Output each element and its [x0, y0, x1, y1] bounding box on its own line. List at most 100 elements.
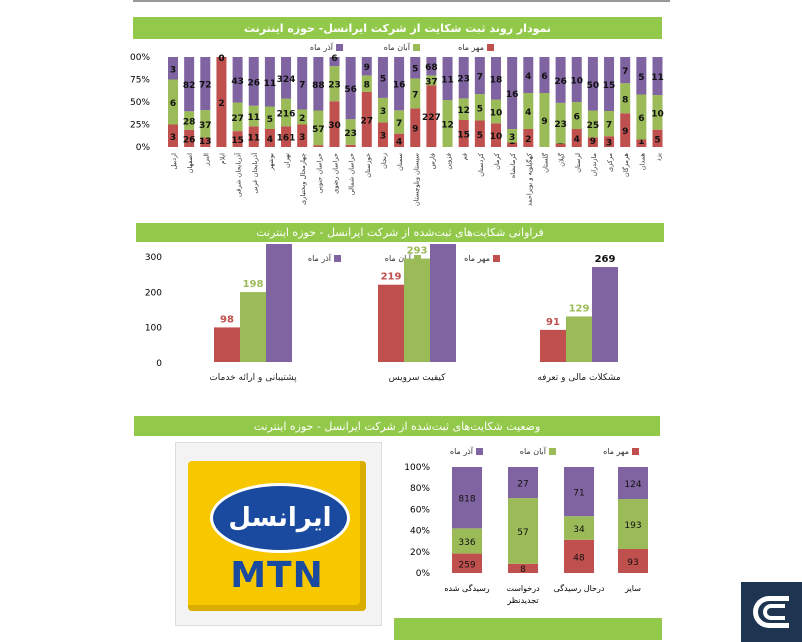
c3-bar-0-2 [452, 467, 482, 529]
logo-oval: ایرانسل [210, 483, 350, 553]
c2-ytick-2: 200 [145, 288, 162, 298]
c1-label-14-2: 16 [393, 81, 406, 91]
c1-ytick-1: 25% [130, 121, 150, 131]
c1-label-17-2: 11 [441, 76, 454, 86]
irancell-logo: ایرانسل MTN [188, 461, 366, 611]
c1-bar-5-1 [248, 105, 259, 127]
c3-legend-swatch-1 [549, 448, 556, 455]
c1-label-3-0: 2 [218, 99, 224, 109]
c3-legend-swatch-0 [632, 448, 639, 455]
chart3-stacked-percent: مهر ماه آبان ماه آذر ماه 0% 20% 40% 60% 80% 100%… [404, 446, 648, 605]
c1-category-15: سیستان وبلوچستان [412, 153, 420, 206]
c1-category-29: همدان [638, 152, 646, 170]
c1-bar-8-2 [297, 57, 308, 110]
c1-bar-28-0 [620, 113, 631, 147]
c1-bar-17-2 [442, 57, 453, 101]
c1-label-4-2: 43 [231, 77, 244, 87]
c1-label-7-2: 324 [277, 75, 296, 85]
c2-ytick-1: 100 [145, 324, 162, 334]
c3-ytick-3: 60% [410, 505, 430, 515]
c1-bar-23-1 [539, 93, 550, 147]
c1-category-17: قزوین [445, 153, 453, 170]
c1-label-20-2: 18 [490, 75, 503, 85]
c1-bar-30-1 [652, 95, 663, 130]
wave-inner-icon [763, 604, 785, 620]
c1-label-6-0: 4 [267, 135, 273, 145]
c1-label-16-1: 37 [425, 77, 438, 87]
c2-label-2-1: 129 [569, 303, 590, 314]
c1-bar-19-2 [474, 57, 485, 95]
c1-label-28-0: 9 [622, 127, 628, 137]
c3-label-2-2: 71 [573, 489, 584, 499]
c1-bar-24-0 [555, 143, 566, 147]
c1-label-13-2: 5 [380, 74, 386, 84]
c1-bar-20-0 [491, 123, 501, 147]
c1-label-3-2: 0 [218, 54, 224, 64]
c2-label-2-2: 269 [595, 254, 616, 265]
c1-bar-9-0 [313, 145, 324, 147]
chart2-title: فراوانی شکایت‌های ثبت‌شده از شرکت ایرانس… [256, 226, 544, 239]
c2-label-0-0: 98 [220, 314, 234, 325]
c1-label-19-1: 5 [477, 104, 483, 114]
c2-bar-1-1 [404, 258, 430, 362]
c1-label-9-2: 88 [312, 81, 325, 91]
c1-bar-13-1 [377, 97, 388, 123]
c2-bar-0-2 [266, 244, 292, 362]
c1-category-27: مرکزی [606, 153, 614, 172]
c1-bar-28-1 [620, 83, 631, 114]
c1-ytick-2: 50% [130, 98, 150, 108]
c1-label-8-1: 2 [299, 114, 305, 124]
c1-bar-13-0 [377, 122, 388, 147]
c1-label-11-1: 23 [344, 129, 357, 139]
c1-bar-29-0 [636, 139, 647, 147]
chart2-title-band: فراوانی شکایت‌های ثبت‌شده از شرکت ایرانس… [136, 223, 664, 242]
c3-bar-3-0 [618, 548, 648, 573]
c1-label-16-2: 68 [425, 63, 438, 73]
c1-label-15-0: 9 [412, 125, 418, 135]
c1-label-3-1: 0 [218, 54, 224, 64]
c1-bar-16-0 [426, 85, 437, 147]
c1-label-17-1: 12 [441, 121, 454, 131]
c1-category-10: خراسان رضوی [332, 153, 340, 194]
c1-bar-4-0 [232, 131, 243, 147]
c1-label-8-0: 3 [299, 133, 305, 143]
c1-label-30-2: 11 [651, 73, 664, 83]
c2-bar-2-2 [592, 267, 618, 362]
watermark-logo [741, 582, 802, 642]
c1-label-22-2: 4 [525, 72, 531, 82]
c1-bar-11-2 [345, 57, 356, 120]
c1-category-21: کرمانشاه [509, 152, 517, 178]
c3-ytick-1: 20% [410, 548, 430, 558]
c2-ytick-0: 0 [156, 359, 162, 369]
c1-bar-5-2 [248, 57, 259, 106]
c1-bar-3-0 [216, 57, 227, 147]
c2-bar-1-0 [378, 284, 404, 362]
chart3-title-band: وضعیت شکایت‌های ثبت‌شده از شرکت ایرانسل … [134, 416, 660, 436]
c1-bar-2-2 [200, 57, 211, 111]
c3-label-3-0: 93 [627, 558, 638, 568]
c1-label-18-1: 12 [457, 106, 470, 116]
irancell-logo-frame: ایرانسل MTN [175, 442, 382, 626]
c1-label-4-0: 15 [231, 136, 244, 146]
c1-bar-15-2 [410, 57, 421, 79]
c1-label-0-2: 3 [170, 65, 176, 75]
logo-brand-fa: ایرانسل [228, 503, 332, 533]
c1-label-11-2: 56 [344, 85, 357, 95]
c1-bar-22-2 [523, 57, 534, 93]
c1-label-5-2: 26 [247, 78, 260, 88]
c1-label-0-1: 6 [170, 99, 176, 109]
c3-ytick-2: 40% [410, 527, 430, 537]
c1-bar-7-1 [281, 98, 292, 127]
c1-bar-10-1 [329, 66, 340, 102]
c3-bar-1-2 [508, 467, 538, 499]
c1-bar-7-0 [281, 126, 292, 147]
c3-label-0-0: 259 [458, 560, 475, 570]
c1-label-28-2: 7 [622, 67, 628, 77]
c3-bar-2-0 [564, 539, 594, 573]
c2-label-1-0: 219 [381, 272, 402, 283]
c1-label-5-1: 11 [247, 113, 260, 123]
c1-bar-12-1 [361, 75, 372, 92]
c1-label-27-2: 15 [603, 81, 616, 91]
c3-bar-3-1 [618, 499, 648, 549]
c3-ytick-0: 0% [416, 569, 431, 579]
